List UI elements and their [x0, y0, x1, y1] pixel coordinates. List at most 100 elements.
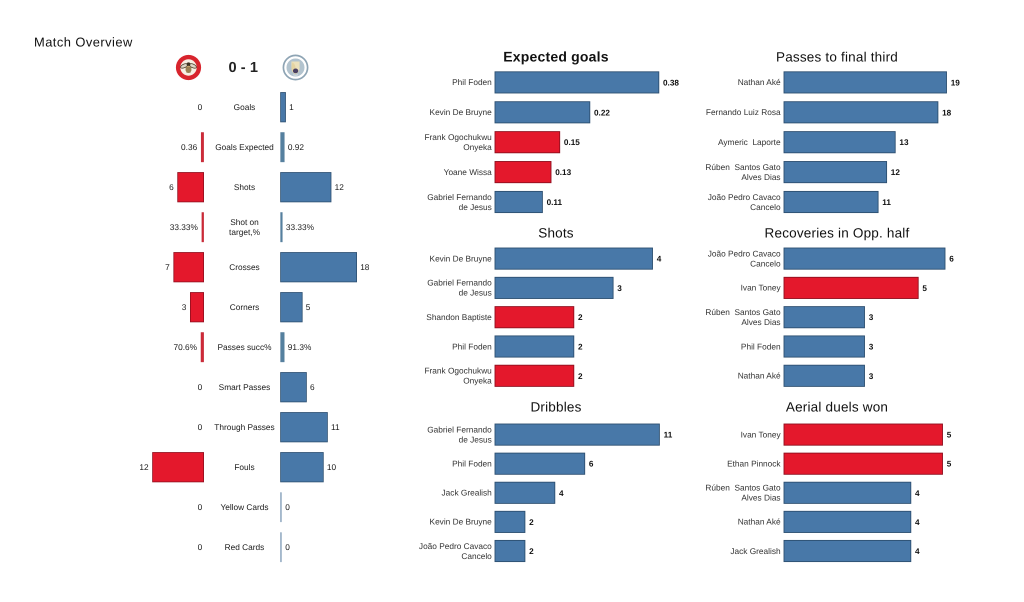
- svg-text:18: 18: [942, 108, 952, 117]
- svg-text:Crosses: Crosses: [229, 262, 259, 272]
- svg-text:13: 13: [899, 138, 909, 147]
- svg-text:0.92: 0.92: [288, 142, 305, 152]
- svg-text:18: 18: [360, 262, 370, 272]
- svg-text:Smart Passes: Smart Passes: [219, 382, 271, 392]
- svg-text:Recoveries in Opp. half: Recoveries in Opp. half: [765, 226, 910, 241]
- svg-text:Fernando Luiz Rosa: Fernando Luiz Rosa: [706, 107, 781, 117]
- svg-text:0: 0: [198, 382, 203, 392]
- svg-text:2: 2: [578, 343, 583, 352]
- svg-text:11: 11: [882, 198, 891, 207]
- svg-text:de Jesus: de Jesus: [459, 288, 492, 298]
- svg-text:0.36: 0.36: [181, 142, 198, 152]
- svg-text:Gabriel Fernando: Gabriel Fernando: [427, 424, 492, 434]
- svg-text:3: 3: [869, 372, 874, 381]
- svg-text:6: 6: [310, 382, 315, 392]
- svg-text:2: 2: [578, 372, 583, 381]
- svg-text:Shot on: Shot on: [230, 217, 259, 227]
- svg-text:12: 12: [139, 462, 149, 472]
- svg-text:Nathan Aké: Nathan Aké: [738, 371, 781, 381]
- svg-text:Rúben Santos Gato: Rúben Santos Gato: [705, 162, 781, 172]
- svg-text:Kevin De Bruyne: Kevin De Bruyne: [430, 107, 493, 117]
- svg-text:de Jesus: de Jesus: [459, 434, 492, 444]
- svg-text:Shandon Baptiste: Shandon Baptiste: [426, 312, 492, 322]
- svg-text:0 - 1: 0 - 1: [228, 60, 258, 76]
- svg-text:Aymeric Laporte: Aymeric Laporte: [718, 137, 781, 147]
- svg-text:Alves Dias: Alves Dias: [741, 317, 780, 327]
- svg-text:0.13: 0.13: [555, 168, 571, 177]
- svg-text:João Pedro Cavaco: João Pedro Cavaco: [708, 192, 781, 202]
- svg-text:Phil Foden: Phil Foden: [452, 77, 492, 87]
- svg-text:Alves Dias: Alves Dias: [741, 172, 780, 182]
- svg-text:0: 0: [285, 502, 290, 512]
- svg-text:0: 0: [198, 542, 203, 552]
- svg-text:2: 2: [529, 518, 534, 527]
- svg-text:Ivan Toney: Ivan Toney: [741, 429, 782, 439]
- svg-text:Fouls: Fouls: [234, 462, 254, 472]
- svg-text:3: 3: [869, 313, 874, 322]
- svg-text:2: 2: [578, 313, 583, 322]
- svg-text:Alves Dias: Alves Dias: [741, 493, 780, 503]
- svg-text:4: 4: [915, 518, 920, 527]
- svg-text:5: 5: [947, 431, 952, 440]
- svg-text:Goals: Goals: [234, 102, 256, 112]
- svg-text:3: 3: [617, 284, 622, 293]
- svg-text:12: 12: [335, 182, 345, 192]
- svg-text:Rúben Santos Gato: Rúben Santos Gato: [705, 483, 781, 493]
- svg-text:19: 19: [951, 78, 961, 87]
- svg-text:Gabriel Fernando: Gabriel Fernando: [427, 278, 492, 288]
- svg-text:91.3%: 91.3%: [288, 342, 312, 352]
- svg-text:33.33%: 33.33%: [286, 222, 315, 232]
- svg-text:Phil Foden: Phil Foden: [741, 341, 781, 351]
- svg-text:Cancelo: Cancelo: [750, 258, 781, 268]
- svg-text:0: 0: [198, 502, 203, 512]
- svg-text:11: 11: [331, 422, 340, 432]
- svg-text:Cancelo: Cancelo: [750, 202, 781, 212]
- svg-text:0.38: 0.38: [663, 78, 679, 87]
- svg-text:3: 3: [869, 343, 874, 352]
- svg-text:Goals Expected: Goals Expected: [215, 142, 274, 152]
- svg-text:33.33%: 33.33%: [170, 222, 199, 232]
- svg-text:Jack Grealish: Jack Grealish: [730, 546, 781, 556]
- svg-text:Nathan Aké: Nathan Aké: [738, 517, 781, 527]
- svg-text:Shots: Shots: [538, 226, 574, 241]
- svg-text:4: 4: [559, 489, 564, 498]
- svg-text:Nathan Aké: Nathan Aké: [738, 77, 781, 87]
- svg-text:Kevin De Bruyne: Kevin De Bruyne: [430, 253, 493, 263]
- svg-text:11: 11: [664, 431, 673, 440]
- svg-text:Gabriel Fernando: Gabriel Fernando: [427, 192, 492, 202]
- svg-text:Yellow Cards: Yellow Cards: [220, 502, 268, 512]
- svg-text:Shots: Shots: [234, 182, 255, 192]
- svg-text:7: 7: [165, 262, 170, 272]
- svg-text:4: 4: [915, 547, 920, 556]
- svg-text:12: 12: [891, 168, 901, 177]
- svg-text:Frank Ogochukwu: Frank Ogochukwu: [424, 132, 492, 142]
- svg-text:0.22: 0.22: [594, 108, 610, 117]
- svg-text:5: 5: [306, 302, 311, 312]
- svg-text:5: 5: [922, 284, 927, 293]
- svg-text:Ivan Toney: Ivan Toney: [741, 283, 782, 293]
- svg-text:Frank Ogochukwu: Frank Ogochukwu: [424, 366, 492, 376]
- svg-text:6: 6: [949, 255, 954, 264]
- svg-text:4: 4: [657, 255, 662, 264]
- svg-text:70.6%: 70.6%: [173, 342, 197, 352]
- svg-text:1: 1: [289, 102, 294, 112]
- svg-text:de Jesus: de Jesus: [459, 202, 492, 212]
- svg-text:Onyeka: Onyeka: [463, 142, 492, 152]
- svg-text:Corners: Corners: [230, 302, 260, 312]
- svg-text:João Pedro Cavaco: João Pedro Cavaco: [419, 541, 492, 551]
- svg-text:Match Overview: Match Overview: [34, 35, 133, 50]
- svg-text:3: 3: [182, 302, 187, 312]
- svg-text:4: 4: [915, 489, 920, 498]
- svg-text:Passes to final third: Passes to final third: [776, 50, 898, 65]
- svg-text:Jack Grealish: Jack Grealish: [442, 488, 493, 498]
- svg-text:2: 2: [529, 547, 534, 556]
- svg-text:Phil Foden: Phil Foden: [452, 341, 492, 351]
- svg-text:Expected goals: Expected goals: [503, 49, 609, 65]
- svg-text:0.11: 0.11: [547, 198, 563, 207]
- svg-text:0: 0: [285, 542, 290, 552]
- svg-text:10: 10: [327, 462, 337, 472]
- svg-text:0.15: 0.15: [564, 138, 580, 147]
- svg-text:Aerial duels won: Aerial duels won: [786, 399, 888, 414]
- svg-text:6: 6: [589, 460, 594, 469]
- svg-text:Onyeka: Onyeka: [463, 376, 492, 386]
